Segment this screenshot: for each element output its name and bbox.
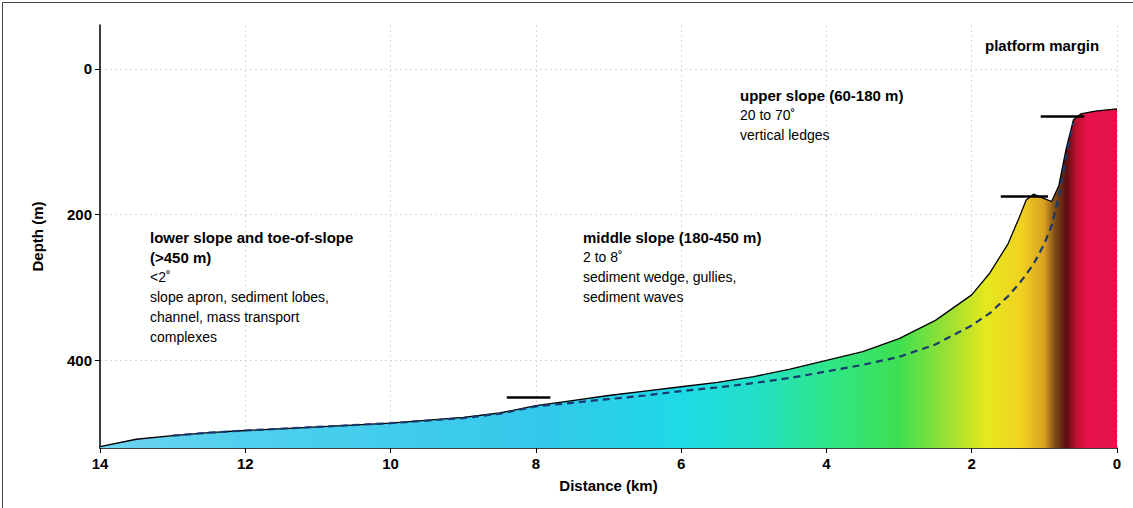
svg-text:channel, mass transport: channel, mass transport bbox=[150, 309, 300, 325]
svg-text:vertical ledges: vertical ledges bbox=[740, 127, 830, 143]
svg-text:upper slope (60-180 m): upper slope (60-180 m) bbox=[740, 87, 903, 104]
svg-text:sediment wedge, gullies,: sediment wedge, gullies, bbox=[583, 269, 736, 285]
svg-text:<2˚: <2˚ bbox=[150, 269, 171, 285]
svg-text:10: 10 bbox=[382, 455, 399, 472]
svg-text:middle slope (180-450 m): middle slope (180-450 m) bbox=[583, 229, 761, 246]
svg-text:8: 8 bbox=[532, 455, 540, 472]
svg-text:20 to 70˚: 20 to 70˚ bbox=[740, 107, 795, 123]
svg-text:2 to 8˚: 2 to 8˚ bbox=[583, 249, 623, 265]
svg-text:slope apron, sediment lobes,: slope apron, sediment lobes, bbox=[150, 289, 329, 305]
svg-text:Distance (km): Distance (km) bbox=[559, 477, 657, 494]
svg-text:400: 400 bbox=[67, 352, 92, 369]
svg-text:Depth (m): Depth (m) bbox=[29, 202, 46, 272]
svg-text:4: 4 bbox=[822, 455, 831, 472]
svg-text:lower slope and toe-of-slope: lower slope and toe-of-slope bbox=[150, 229, 353, 246]
svg-text:(>450 m): (>450 m) bbox=[150, 249, 211, 266]
svg-text:sediment waves: sediment waves bbox=[583, 289, 683, 305]
svg-text:12: 12 bbox=[237, 455, 254, 472]
svg-text:200: 200 bbox=[67, 206, 92, 223]
svg-text:0: 0 bbox=[84, 60, 92, 77]
svg-text:0: 0 bbox=[1113, 455, 1121, 472]
svg-text:complexes: complexes bbox=[150, 329, 217, 345]
svg-text:6: 6 bbox=[677, 455, 685, 472]
svg-text:14: 14 bbox=[92, 455, 109, 472]
svg-text:platform margin: platform margin bbox=[985, 37, 1099, 54]
svg-text:2: 2 bbox=[968, 455, 976, 472]
